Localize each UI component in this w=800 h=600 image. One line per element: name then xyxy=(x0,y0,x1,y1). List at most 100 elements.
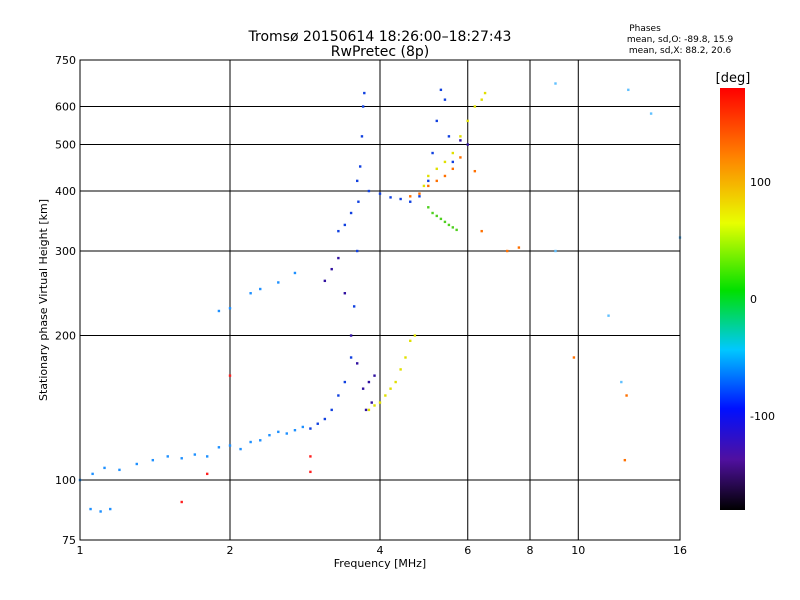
data-point xyxy=(228,444,232,447)
data-point xyxy=(343,380,347,384)
data-point xyxy=(473,105,477,108)
colorbar-tick-label: 100 xyxy=(750,176,771,189)
data-point xyxy=(389,196,392,199)
data-point xyxy=(103,466,106,470)
chart-subtitle: RwPretec (8p) xyxy=(331,44,429,60)
data-point xyxy=(239,447,242,451)
colorbar-label: [deg] xyxy=(716,71,751,86)
data-point xyxy=(217,446,221,449)
data-point xyxy=(466,119,469,123)
data-point xyxy=(431,151,434,155)
y-axis-ticks: 75 100 200 300 400 500 600 750 xyxy=(55,54,76,547)
data-point xyxy=(151,458,155,462)
y-tick-label: 600 xyxy=(55,101,76,114)
data-point xyxy=(349,334,353,337)
stats-line2: mean, sd,X: 88.2, 20.6 xyxy=(629,46,732,56)
x-axis-label: Frequency [MHz] xyxy=(334,557,426,570)
data-point xyxy=(451,167,455,171)
data-point xyxy=(293,429,297,432)
x-axis-ticks: 1 2 4 6 8 10 16 xyxy=(77,544,688,557)
data-point xyxy=(109,507,112,511)
data-point xyxy=(355,362,359,365)
data-point xyxy=(309,455,312,458)
stats-line1: mean, sd,O: -89.8, 15.9 xyxy=(627,35,734,45)
data-point xyxy=(427,179,430,183)
data-point xyxy=(193,453,197,456)
data-point xyxy=(249,440,252,444)
data-point xyxy=(118,468,121,472)
data-point xyxy=(627,88,630,92)
data-point xyxy=(205,455,209,458)
data-point xyxy=(316,422,319,425)
data-point xyxy=(623,458,627,462)
data-point xyxy=(309,427,312,430)
data-point xyxy=(285,432,288,435)
data-point xyxy=(435,167,438,171)
x-tick-label: 10 xyxy=(571,544,585,557)
data-point xyxy=(367,189,371,193)
data-point xyxy=(427,174,430,178)
x-tick-label: 2 xyxy=(227,544,234,557)
data-point xyxy=(451,226,455,229)
data-point xyxy=(384,394,387,397)
data-point xyxy=(427,206,430,209)
chart-title: Tromsø 20150614 18:26:00–18:27:43 xyxy=(248,29,512,45)
y-tick-label: 300 xyxy=(55,245,76,258)
data-point xyxy=(367,380,371,384)
data-point xyxy=(399,368,402,371)
data-point xyxy=(554,249,557,253)
x-tick-label: 1 xyxy=(77,544,84,557)
data-point xyxy=(422,184,426,188)
data-point xyxy=(404,356,407,359)
data-point xyxy=(455,228,458,232)
colorbar xyxy=(720,88,745,510)
data-point xyxy=(330,267,333,271)
data-point xyxy=(409,200,412,203)
grid-lines xyxy=(80,60,680,540)
data-point xyxy=(330,408,333,412)
data-point xyxy=(459,135,462,138)
plot-frame xyxy=(79,59,681,541)
data-point xyxy=(435,119,438,123)
data-point xyxy=(358,165,362,168)
data-point xyxy=(572,356,576,359)
data-point xyxy=(607,314,610,317)
data-point xyxy=(99,510,102,513)
stats-title: Phases xyxy=(629,24,661,34)
data-point xyxy=(343,223,347,227)
data-point xyxy=(554,82,557,85)
data-point xyxy=(349,356,353,359)
data-point xyxy=(435,179,438,183)
data-point xyxy=(413,334,417,337)
data-point xyxy=(89,507,92,511)
colorbar-tick-label: 0 xyxy=(750,293,757,306)
data-point xyxy=(352,305,356,308)
data-point xyxy=(517,246,521,249)
data-point xyxy=(337,394,340,397)
data-point xyxy=(418,192,421,195)
data-point xyxy=(418,195,421,198)
y-tick-label: 500 xyxy=(55,139,76,152)
data-point xyxy=(409,339,412,343)
data-point xyxy=(435,214,438,218)
x-tick-label: 4 xyxy=(377,544,384,557)
data-point xyxy=(343,292,347,295)
data-point xyxy=(370,401,373,404)
data-point xyxy=(378,401,382,404)
data-point xyxy=(323,279,327,283)
data-point xyxy=(180,500,183,504)
data-point xyxy=(360,135,364,138)
data-point xyxy=(466,143,469,146)
data-point xyxy=(459,156,462,159)
data-point xyxy=(277,430,280,434)
data-point xyxy=(361,105,365,108)
data-point xyxy=(277,281,280,284)
data-point xyxy=(337,229,340,233)
data-point xyxy=(293,271,297,275)
data-point xyxy=(480,229,483,233)
data-point xyxy=(447,223,451,227)
data-point xyxy=(443,98,447,101)
y-tick-label: 400 xyxy=(55,185,76,198)
data-point xyxy=(166,455,169,458)
